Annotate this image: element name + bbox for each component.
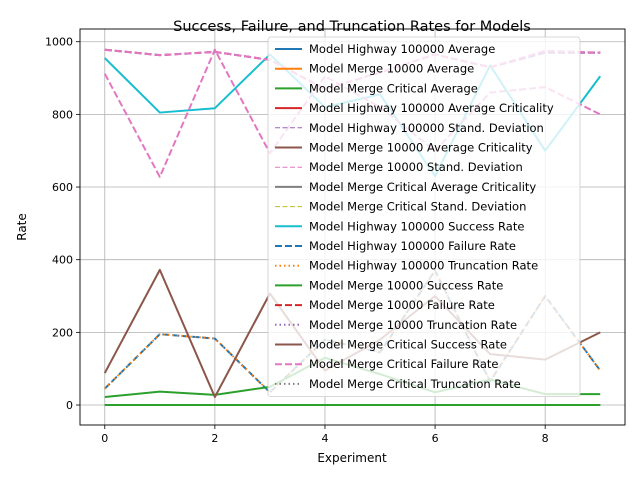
legend-box	[267, 36, 581, 398]
legend: Model Highway 100000 Average Model Merge …	[267, 36, 581, 398]
y-tick-label: 200	[52, 326, 73, 339]
plot-frame	[79, 28, 626, 426]
legend-label: Model Highway 100000 Average Criticality	[309, 101, 554, 115]
legend-label: Model Merge Critical Average	[309, 81, 478, 95]
x-tick-label: 4	[321, 432, 328, 445]
legend-label: Model Highway 100000 Truncation Rate	[309, 259, 538, 273]
legend-label: Model Merge 10000 Stand. Deviation	[309, 160, 523, 174]
legend-label: Model Highway 100000 Stand. Deviation	[309, 121, 544, 135]
x-tick-label: 2	[211, 432, 218, 445]
legend-label: Model Merge 10000 Failure Rate	[309, 298, 495, 312]
y-tick-label: 1000	[45, 36, 73, 49]
y-tick-label: 400	[52, 254, 73, 267]
legend-label: Model Merge 10000 Average Criticality	[309, 141, 533, 155]
y-axis-label: Rate	[15, 213, 29, 241]
x-tick-label: 8	[542, 432, 549, 445]
y-tick-label: 0	[66, 399, 73, 412]
legend-label: Model Merge Critical Stand. Deviation	[309, 200, 526, 214]
chart-title: Success, Failure, and Truncation Rates f…	[173, 19, 531, 35]
y-tick-label: 800	[52, 108, 73, 121]
legend-label: Model Merge 10000 Truncation Rate	[309, 318, 517, 332]
x-axis-label: Experiment	[317, 451, 387, 465]
legend-label: Model Highway 100000 Success Rate	[309, 219, 524, 233]
series-line	[103, 48, 601, 178]
x-tick-label: 0	[101, 432, 108, 445]
legend-label: Model Merge Critical Failure Rate	[309, 357, 498, 371]
legend-label: Model Highway 100000 Average	[309, 42, 495, 56]
legend-label: Model Merge Critical Truncation Rate	[309, 377, 521, 391]
legend-label: Model Merge Critical Average Criticality	[309, 180, 536, 194]
ticks: 0 2 4 6 8 0 200 400 600 800 1000	[45, 36, 549, 445]
x-tick-label: 6	[432, 432, 439, 445]
legend-label: Model Merge 10000 Average	[309, 62, 474, 76]
y-tick-label: 600	[52, 181, 73, 194]
legend-label: Model Highway 100000 Failure Rate	[309, 239, 516, 253]
legend-label: Model Merge Critical Success Rate	[309, 338, 507, 352]
legend-label: Model Merge 10000 Success Rate	[309, 278, 503, 292]
series-line	[104, 48, 601, 90]
